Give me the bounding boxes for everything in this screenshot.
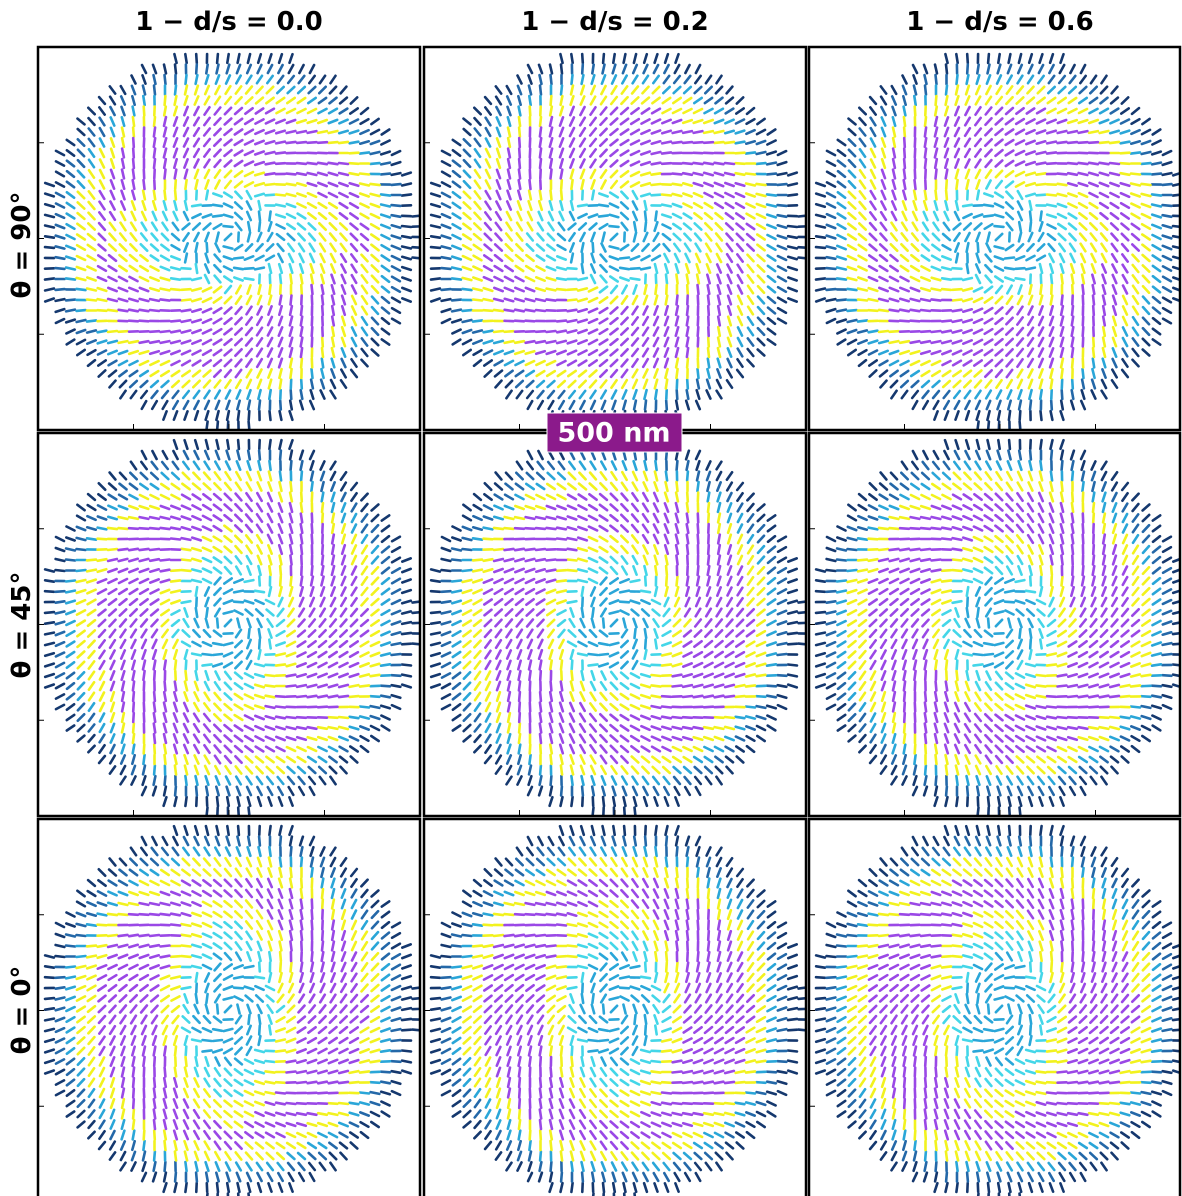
- director-field: [43, 52, 420, 430]
- director-glyphs: [814, 52, 1180, 430]
- director-glyphs: [440, 449, 788, 797]
- director-glyphs: [814, 824, 1180, 1196]
- director-glyphs: [867, 491, 1141, 765]
- director-glyphs: [43, 824, 420, 1196]
- director-glyphs: [941, 554, 1057, 692]
- director-glyphs: [825, 835, 1173, 1183]
- director-glyphs: [75, 470, 381, 776]
- director-field: [814, 438, 1180, 816]
- row-title: θ = 45°: [7, 572, 37, 679]
- scale-bar-label: 500 nm: [557, 418, 670, 449]
- director-glyphs: [64, 459, 392, 787]
- director-glyphs: [43, 52, 420, 430]
- director-glyphs: [867, 877, 1141, 1151]
- director-glyphs: [825, 63, 1173, 411]
- director-glyphs: [814, 438, 1180, 816]
- director-glyphs: [835, 845, 1163, 1173]
- director-field: [814, 824, 1180, 1196]
- director-glyphs: [835, 73, 1163, 401]
- director-glyphs: [941, 930, 1057, 1088]
- director-glyphs: [566, 930, 672, 1098]
- director-glyphs: [75, 856, 381, 1162]
- director-field: [429, 438, 806, 816]
- director-field: [43, 438, 420, 816]
- director-glyphs: [429, 438, 806, 816]
- director-glyphs: [429, 52, 806, 430]
- director-glyphs: [180, 920, 286, 1098]
- director-glyphs: [96, 491, 370, 765]
- director-glyphs: [461, 84, 767, 390]
- director-glyphs: [75, 84, 381, 390]
- column-title: 1 − d/s = 0.2: [521, 7, 709, 37]
- director-glyphs: [96, 877, 370, 1151]
- director-glyphs: [835, 459, 1163, 787]
- director-glyphs: [440, 835, 788, 1183]
- director-glyphs: [846, 856, 1152, 1162]
- director-glyphs: [429, 824, 806, 1196]
- director-field: [429, 824, 806, 1196]
- director-field: [429, 52, 806, 430]
- director-glyphs: [482, 105, 756, 379]
- director-glyphs: [556, 554, 672, 692]
- column-title: 1 − d/s = 0.6: [906, 7, 1094, 37]
- director-glyphs: [846, 470, 1152, 776]
- director-glyphs: [54, 63, 402, 411]
- director-glyphs: [461, 856, 767, 1162]
- director-glyphs: [450, 73, 778, 401]
- director-glyphs: [525, 189, 703, 295]
- director-glyphs: [825, 449, 1173, 797]
- director-glyphs: [920, 179, 1078, 295]
- director-field: [814, 52, 1180, 430]
- row-title: θ = 0°: [7, 966, 37, 1055]
- director-glyphs: [64, 73, 392, 401]
- column-title: 1 − d/s = 0.0: [135, 7, 323, 37]
- director-glyphs: [43, 438, 420, 816]
- director-glyphs: [64, 845, 392, 1173]
- director-glyphs: [170, 554, 286, 701]
- director-glyphs: [54, 835, 402, 1183]
- director-glyphs: [482, 877, 756, 1151]
- scale-bar-box: [546, 412, 683, 453]
- director-glyphs: [139, 189, 317, 295]
- scale-bar: 500 nm: [546, 412, 683, 453]
- director-glyphs: [867, 105, 1141, 379]
- director-glyphs: [846, 84, 1152, 390]
- director-glyphs: [461, 470, 767, 776]
- director-glyphs: [96, 105, 370, 379]
- director-glyphs: [450, 845, 778, 1173]
- row-title: θ = 90°: [7, 192, 37, 299]
- director-glyphs: [482, 491, 756, 765]
- director-field: [43, 824, 420, 1196]
- director-glyphs: [440, 63, 788, 411]
- director-glyphs: [450, 459, 778, 787]
- panels: [36, 45, 1182, 1196]
- director-glyphs: [54, 449, 402, 797]
